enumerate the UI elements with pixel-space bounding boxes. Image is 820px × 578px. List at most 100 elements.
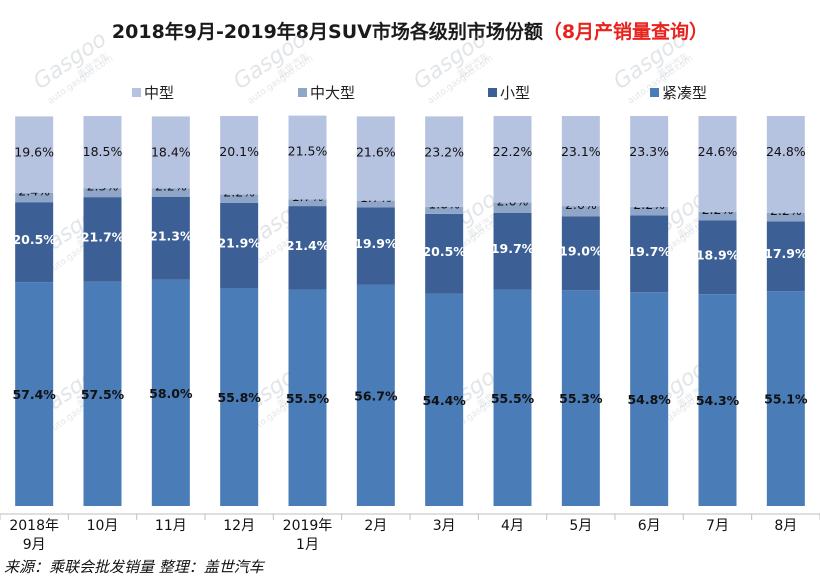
legend-swatch (488, 88, 497, 97)
data-label: 23.3% (629, 144, 669, 159)
x-tick-label: 7月 (706, 518, 729, 534)
legend-item: 中大型 (298, 84, 355, 102)
bar-segment (698, 294, 737, 506)
bar-segment (425, 116, 464, 207)
bar-segment (561, 216, 600, 291)
bar-segment (493, 202, 532, 213)
data-label: 24.6% (698, 144, 738, 159)
bar-segment (220, 116, 259, 195)
data-label: 57.5% (81, 387, 125, 402)
chart-title-main: 2018年9月-2019年8月SUV市场各级别市场份额 (112, 20, 543, 43)
bar-segment (151, 196, 190, 280)
bar-segment (698, 220, 737, 295)
data-label: 18.4% (151, 144, 191, 159)
source-label: 来源：乘联会批发销量 整理：盖世汽车 (4, 558, 266, 576)
data-label: 21.5% (288, 144, 328, 159)
bar-stack: 57.5%21.7%2.3%18.5% (81, 116, 125, 506)
data-label: 55.5% (286, 391, 330, 406)
bar-stack: 54.8%19.7%2.2%23.3% (627, 116, 671, 506)
bar-segment (698, 211, 737, 221)
bar-segment (630, 116, 669, 207)
bar-segment (151, 188, 190, 197)
bar-segment (83, 188, 122, 198)
legend-swatch (298, 88, 307, 97)
bar-segment (630, 292, 669, 506)
bar-segment (15, 192, 54, 203)
x-axis: 2018年 9月 10月 11月 12月 2019年 1月 2月 3月 4月 5月 6月 7月 8月 (0, 513, 820, 553)
x-tick-label: 2018年 9月 (9, 518, 59, 553)
data-label: 54.8% (627, 392, 671, 407)
data-label: 19.7% (627, 244, 671, 259)
bar-segment (288, 115, 327, 200)
bar-segment (561, 206, 600, 217)
bar-stack: 57.4%20.5%2.4%19.6% (12, 116, 56, 506)
data-label: 20.5% (12, 232, 56, 247)
bar-segment (83, 116, 122, 189)
bar-stack: 55.3%19.0%2.6%23.1% (559, 116, 603, 506)
data-label: 21.6% (356, 144, 396, 159)
bar-stack: 55.8%21.9%2.2%20.1% (217, 116, 261, 506)
data-label: 56.7% (354, 388, 398, 403)
bar-stack: 54.4%20.5%1.8%23.2% (422, 116, 466, 506)
data-label: 21.7% (81, 229, 125, 244)
data-label: 55.8% (217, 390, 261, 405)
data-label: 57.4% (12, 387, 56, 402)
data-label: 19.9% (354, 236, 398, 251)
data-label: 22.2% (493, 144, 533, 159)
data-label: 21.9% (217, 236, 261, 251)
bar-segment (425, 206, 464, 214)
bar-segment (356, 207, 395, 285)
legend-swatch (650, 88, 659, 97)
x-tick-label: 2019年 1月 (283, 518, 333, 553)
bar-segment (220, 194, 259, 203)
bar-segment (561, 116, 600, 207)
data-label: 17.9% (764, 246, 808, 261)
legend-label: 中大型 (310, 84, 355, 102)
bar-segment (15, 116, 54, 193)
bar-stack: 56.7%19.9%1.7%21.6% (354, 116, 398, 506)
bar-stack: 55.1%17.9%2.2%24.8% (764, 116, 808, 506)
x-tick-label: 10月 (87, 518, 119, 534)
data-label: 24.8% (766, 144, 806, 159)
data-label: 20.1% (219, 144, 259, 159)
bar-segment (766, 221, 805, 292)
x-tick-label: 4月 (501, 518, 524, 534)
x-tick-label: 8月 (774, 518, 797, 534)
data-label: 55.5% (491, 391, 535, 406)
data-label: 19.0% (559, 243, 603, 258)
bar-stack: 54.3%18.9%2.2%24.6% (696, 116, 740, 506)
data-label: 54.3% (696, 393, 740, 408)
bar-segment (15, 282, 54, 506)
legend-label: 紧凑型 (662, 84, 707, 102)
bar-segment (561, 290, 600, 506)
bar-segment (766, 291, 805, 506)
data-label: 18.5% (83, 144, 123, 159)
x-tick-label: 6月 (638, 518, 661, 534)
data-label: 19.6% (14, 144, 54, 159)
bar-segment (220, 202, 259, 289)
bar-segment (630, 215, 669, 293)
bar-segment (630, 206, 669, 216)
data-label: 18.9% (696, 247, 740, 262)
data-label: 21.3% (149, 228, 193, 243)
data-label: 55.1% (764, 392, 808, 407)
bar-segment (493, 212, 532, 290)
bar-segment (766, 116, 805, 213)
bar-segment (356, 284, 395, 506)
bar-segment (766, 212, 805, 222)
data-label: 55.3% (559, 391, 603, 406)
legend-item: 中型 (132, 84, 174, 102)
bar-segment (356, 116, 395, 201)
data-label: 23.2% (424, 144, 464, 159)
bar-segment (83, 197, 122, 282)
chart-title: 2018年9月-2019年8月SUV市场各级别市场份额（8月产销量查询） (112, 20, 708, 43)
data-label: 19.7% (491, 241, 535, 256)
legend: 中型 中大型 小型 紧凑型 (132, 84, 707, 102)
legend-item: 紧凑型 (650, 84, 707, 102)
bar-segment (356, 200, 395, 208)
bar-segment (151, 279, 190, 506)
x-tick-label: 3月 (433, 518, 456, 534)
bar-segment (15, 202, 54, 283)
bar-segment (493, 289, 532, 506)
